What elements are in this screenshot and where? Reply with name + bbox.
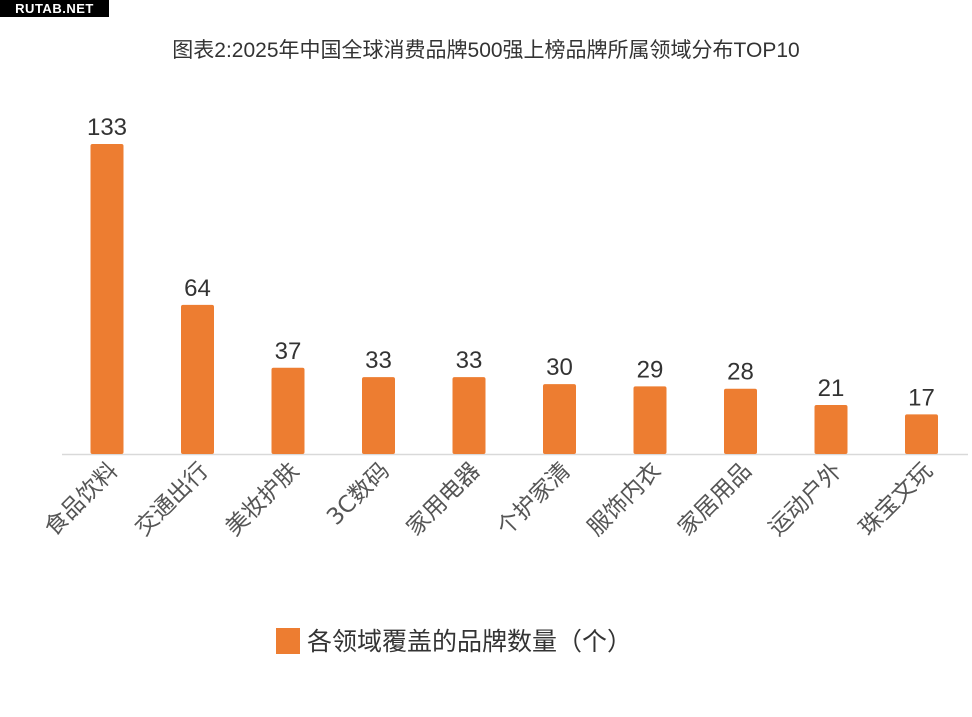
data-label: 28 <box>727 359 754 386</box>
x-tick-label: 美妆护肤 <box>221 458 304 541</box>
x-tick-label: 3C数码 <box>322 458 395 531</box>
data-label: 133 <box>87 114 127 141</box>
x-tick-label: 交通出行 <box>130 458 213 541</box>
data-label: 17 <box>908 384 935 411</box>
data-label: 64 <box>184 275 211 302</box>
x-tick-label: 家用电器 <box>402 458 485 541</box>
legend-swatch <box>276 628 300 654</box>
data-label: 30 <box>546 354 573 381</box>
x-tick-label: 家居用品 <box>673 458 756 541</box>
data-label: 21 <box>818 375 845 402</box>
x-tick-label: 个护家清 <box>492 458 575 541</box>
bar <box>362 377 395 454</box>
bar <box>271 367 305 454</box>
data-label: 33 <box>456 347 483 374</box>
bar <box>724 388 757 454</box>
chart-title: 图表2:2025年中国全球消费品牌500强上榜品牌所属领域分布TOP10 <box>172 39 800 62</box>
x-tick-label: 食品饮料 <box>40 458 123 541</box>
x-tick-label: 服饰内衣 <box>583 458 666 541</box>
watermark: RUTAB.NET <box>0 0 109 17</box>
bar <box>905 414 938 454</box>
bar <box>633 386 667 454</box>
data-label: 29 <box>637 356 664 383</box>
bar <box>543 384 576 454</box>
bar <box>814 405 848 454</box>
x-tick-label: 运动户外 <box>764 458 847 541</box>
x-tick-label: 珠宝文玩 <box>854 458 937 541</box>
bar <box>181 304 214 454</box>
bar <box>90 144 124 454</box>
legend-label: 各领域覆盖的品牌数量（个） <box>307 627 632 656</box>
data-label: 37 <box>275 338 302 365</box>
data-label: 33 <box>365 347 392 374</box>
bar <box>452 377 486 454</box>
